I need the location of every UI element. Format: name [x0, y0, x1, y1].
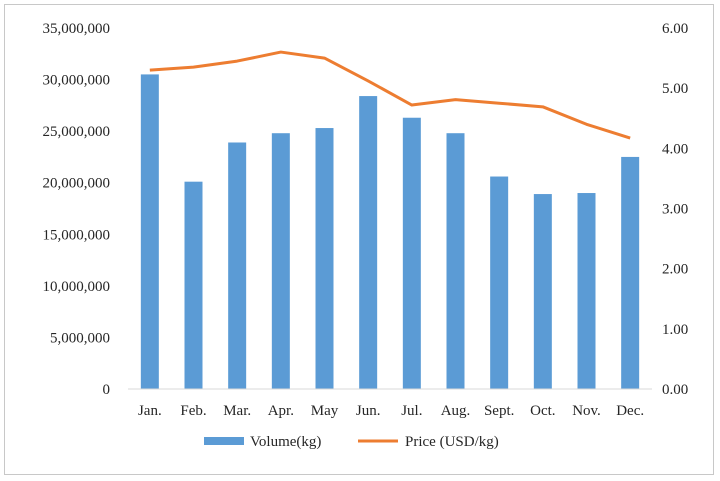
right-tick-label: 0.00: [662, 382, 688, 398]
x-tick-label: Feb.: [180, 403, 206, 419]
right-tick-label: 3.00: [662, 202, 688, 218]
x-axis: Jan. Feb. Mar. Apr. May Jun. Jul. Aug. Sept. Oct.…: [138, 403, 644, 419]
x-tick-label: Apr.: [268, 403, 294, 419]
legend-volume-swatch: [204, 437, 244, 445]
volume-bar: [184, 181, 203, 389]
price-line-group: [149, 50, 631, 140]
x-tick-label: May: [311, 403, 339, 419]
volume-bar: [533, 194, 552, 389]
price-line: [149, 50, 631, 140]
right-tick-label: 1.00: [662, 322, 688, 338]
right-tick-label: 4.00: [662, 141, 688, 157]
legend-volume-label: Volume(kg): [250, 434, 321, 450]
volume-bar: [315, 128, 334, 389]
volume-bar: [228, 142, 247, 389]
x-tick-label: Aug.: [441, 403, 471, 419]
volume-bar: [271, 133, 290, 389]
x-tick-label: Nov.: [572, 403, 601, 419]
volume-bar: [490, 176, 509, 389]
volume-bar: [577, 193, 596, 389]
right-tick-label: 2.00: [662, 262, 688, 278]
left-y-axis: 0 5,000,000 10,000,000 15,000,000 20,000,000…: [43, 21, 111, 398]
left-tick-label: 10,000,000: [43, 279, 111, 295]
x-tick-label: Oct.: [530, 403, 555, 419]
left-tick-label: 5,000,000: [50, 330, 110, 346]
volume-bar: [446, 133, 465, 389]
right-tick-label: 5.00: [662, 81, 688, 97]
x-tick-label: Mar.: [223, 403, 251, 419]
x-tick-label: Jan.: [138, 403, 162, 419]
x-tick-label: Dec.: [616, 403, 644, 419]
right-y-axis: 0.00 1.00 2.00 3.00 4.00 5.00 6.00: [662, 21, 688, 398]
legend: Volume(kg) Price (USD/kg): [204, 434, 499, 450]
volume-bar: [140, 74, 159, 390]
legend-price-label: Price (USD/kg): [405, 434, 499, 450]
chart-frame: [4, 4, 714, 475]
volume-bar: [621, 156, 640, 389]
left-tick-label: 35,000,000: [43, 21, 111, 37]
left-tick-label: 30,000,000: [43, 73, 111, 89]
x-tick-label: Jul.: [401, 403, 422, 419]
x-tick-label: Jun.: [356, 403, 381, 419]
right-tick-label: 6.00: [662, 21, 688, 37]
left-tick-label: 25,000,000: [43, 124, 111, 140]
left-tick-label: 15,000,000: [43, 227, 111, 243]
x-tick-label: Sept.: [484, 403, 514, 419]
volume-bars: [140, 74, 640, 390]
left-tick-label: 20,000,000: [43, 176, 111, 192]
volume-bar: [402, 117, 421, 389]
left-tick-label: 0: [103, 382, 111, 398]
volume-bar: [359, 96, 378, 390]
